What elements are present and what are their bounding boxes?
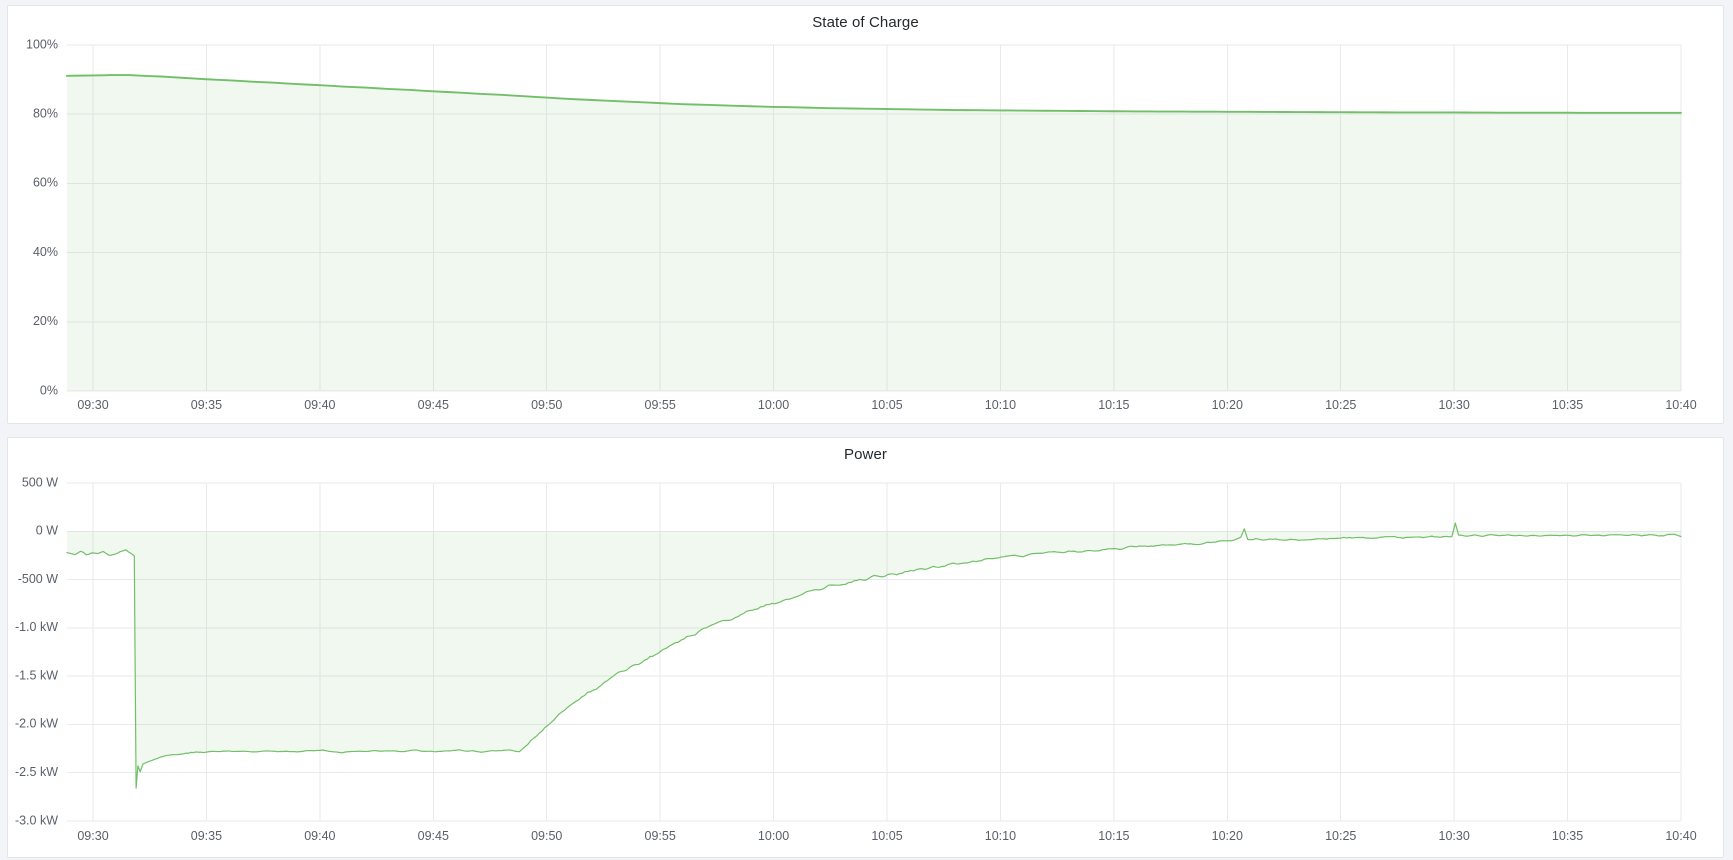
x-tick-label: 09:40 <box>304 398 335 412</box>
x-tick-label: 09:30 <box>77 829 108 843</box>
x-tick-label: 10:30 <box>1439 398 1470 412</box>
power-series-fill <box>66 523 1681 789</box>
x-tick-label: 10:05 <box>871 829 902 843</box>
x-tick-label: 10:20 <box>1212 398 1243 412</box>
state-of-charge-series-fill <box>66 75 1681 391</box>
power-svg: 500 W 0 W -500 W -1.0 kW -1.5 kW -2.0 kW -2.5 … <box>15 475 1697 843</box>
x-tick-label: 10:25 <box>1325 398 1356 412</box>
y-tick-label: -2.5 kW <box>15 765 58 779</box>
grid-lines <box>67 482 1682 822</box>
x-tick-label: 10:15 <box>1098 829 1129 843</box>
power-panel-title[interactable]: Power <box>843 446 888 463</box>
y-tick-label: 0 W <box>36 524 58 538</box>
y-tick-label: 500 W <box>22 475 58 489</box>
x-tick-label: 10:15 <box>1098 398 1129 412</box>
y-tick-label: -3.0 kW <box>15 813 58 827</box>
y-tick-label: -1.0 kW <box>15 620 58 634</box>
power-series-line <box>66 522 1682 789</box>
panel-state-of-charge: 100% 80% 60% 40% 20% 0% 09:30 09:35 09:40 09:45 09… <box>7 5 1724 424</box>
x-tick-label: 09:50 <box>531 829 562 843</box>
axis-labels: 100% 80% 60% 40% 20% 0% 09:30 09:35 09:40 09:45 09… <box>26 37 1697 412</box>
x-tick-label: 09:45 <box>418 398 449 412</box>
y-tick-label: 60% <box>33 176 58 190</box>
y-tick-label: 20% <box>33 314 58 328</box>
x-tick-label: 10:35 <box>1552 398 1583 412</box>
x-tick-label: 09:40 <box>304 829 335 843</box>
x-tick-label: 09:55 <box>645 398 676 412</box>
y-tick-label: -1.5 kW <box>15 668 58 682</box>
x-tick-label: 10:10 <box>985 398 1016 412</box>
axis-labels: 500 W 0 W -500 W -1.0 kW -1.5 kW -2.0 kW -2.5 … <box>15 475 1697 843</box>
x-tick-label: 10:25 <box>1325 829 1356 843</box>
x-tick-label: 10:20 <box>1212 829 1243 843</box>
x-tick-label: 09:50 <box>531 398 562 412</box>
power-chart-area[interactable]: 500 W 0 W -500 W -1.0 kW -1.5 kW -2.0 kW -2.5 … <box>8 438 1723 857</box>
x-tick-label: 09:55 <box>645 829 676 843</box>
y-tick-label: 40% <box>33 245 58 259</box>
state-of-charge-svg: 100% 80% 60% 40% 20% 0% 09:30 09:35 09:40 09:45 09… <box>26 37 1697 412</box>
state-of-charge-series-line <box>66 74 1682 114</box>
x-tick-label: 09:45 <box>418 829 449 843</box>
x-tick-label: 10:40 <box>1665 829 1696 843</box>
y-tick-label: 100% <box>26 37 58 51</box>
y-tick-label: 80% <box>33 106 58 120</box>
x-tick-label: 10:35 <box>1552 829 1583 843</box>
soc-chart-area[interactable]: 100% 80% 60% 40% 20% 0% 09:30 09:35 09:40 09:45 09… <box>8 6 1723 423</box>
y-tick-label: -2.0 kW <box>15 717 58 731</box>
panel-power: 500 W 0 W -500 W -1.0 kW -1.5 kW -2.0 kW -2.5 … <box>7 437 1724 858</box>
x-tick-label: 10:00 <box>758 829 789 843</box>
x-tick-label: 10:30 <box>1439 829 1470 843</box>
x-tick-label: 10:00 <box>758 398 789 412</box>
x-tick-label: 09:35 <box>191 398 222 412</box>
y-tick-label: -500 W <box>18 572 58 586</box>
soc-panel-title[interactable]: State of Charge <box>812 14 919 31</box>
x-tick-label: 09:35 <box>191 829 222 843</box>
x-tick-label: 09:30 <box>77 398 108 412</box>
x-tick-label: 10:40 <box>1665 398 1696 412</box>
x-tick-label: 10:05 <box>871 398 902 412</box>
y-tick-label: 0% <box>40 383 58 397</box>
x-tick-label: 10:10 <box>985 829 1016 843</box>
